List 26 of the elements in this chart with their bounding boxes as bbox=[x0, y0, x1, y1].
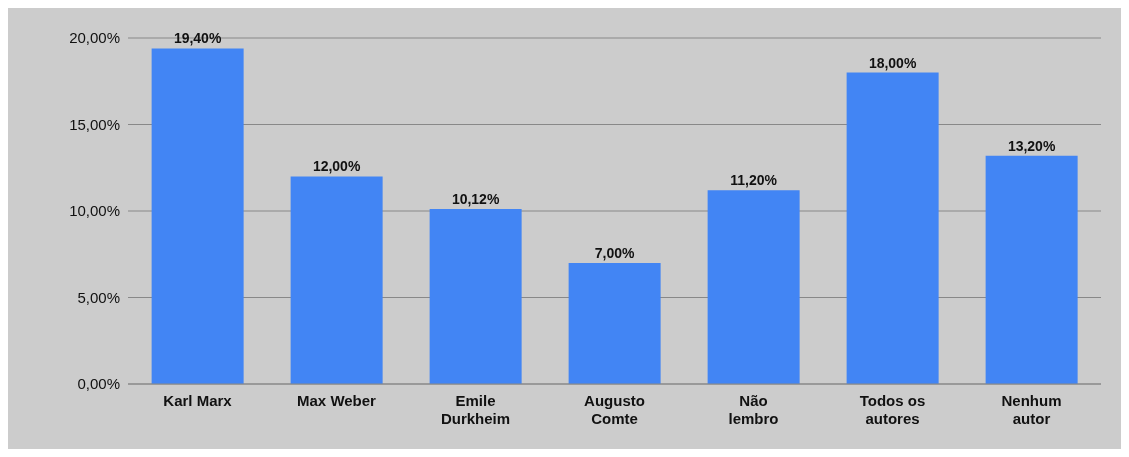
x-tick-label: Emile Durkheim bbox=[440, 392, 511, 427]
data-label: 7,00% bbox=[594, 244, 636, 261]
x-tick-label: Nenhum autor bbox=[1001, 392, 1062, 427]
bar bbox=[151, 48, 244, 384]
data-label: 18,00% bbox=[868, 54, 917, 71]
y-tick-label: 15,00% bbox=[69, 115, 120, 133]
data-label: 13,20% bbox=[1007, 137, 1056, 154]
x-tick-label: Max Weber bbox=[297, 392, 377, 409]
y-tick-label: 10,00% bbox=[69, 202, 120, 220]
data-label: 19,40% bbox=[173, 30, 222, 47]
data-label: 11,20% bbox=[730, 172, 778, 189]
x-tick-label: Karl Marx bbox=[163, 392, 233, 409]
y-tick-label: 20,00% bbox=[69, 29, 120, 47]
bar bbox=[568, 262, 661, 384]
bar bbox=[707, 190, 800, 384]
data-label: 12,00% bbox=[312, 158, 361, 175]
bar bbox=[846, 72, 939, 384]
y-tick-label: 0,00% bbox=[77, 375, 120, 393]
data-label: 10,12% bbox=[451, 190, 500, 207]
x-tick-label: Não lembro bbox=[728, 392, 779, 427]
x-tick-label: Todos os autores bbox=[859, 392, 926, 427]
bar bbox=[985, 155, 1078, 384]
x-tick-label: Augusto Comte bbox=[584, 392, 645, 427]
bar bbox=[429, 208, 522, 384]
y-tick-label: 5,00% bbox=[77, 288, 120, 306]
bar bbox=[290, 176, 383, 384]
